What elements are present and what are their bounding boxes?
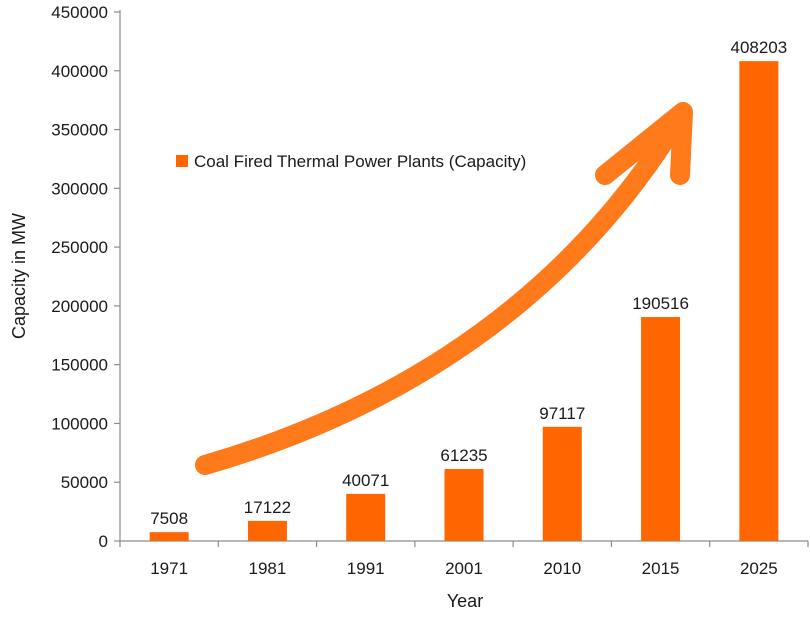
legend: Coal Fired Thermal Power Plants (Capacit… [176,152,526,171]
bar [444,469,484,541]
data-label: 40071 [342,471,389,490]
labels-layer: 7508 1971 17122 1981 40071 1991 61235 2001 97117… [150,38,787,578]
data-label: 17122 [244,498,291,517]
y-tick-label: 100000 [51,414,108,433]
y-tick-label: 150000 [51,356,108,375]
x-tick-label: 2001 [445,559,483,578]
x-tick-label: 1981 [249,559,287,578]
bar [149,532,189,541]
y-axis-title: Capacity in MW [9,213,29,339]
data-label: 61235 [440,446,487,465]
y-tick-label: 400000 [51,62,108,81]
y-tick-label: 300000 [51,179,108,198]
y-tick-label: 350000 [51,121,108,140]
x-tick-label: 2015 [642,559,680,578]
trend-arrow-head [595,102,693,185]
legend-label: Coal Fired Thermal Power Plants (Capacit… [194,152,526,171]
y-tick-label: 250000 [51,238,108,257]
bar [247,520,287,541]
trend-arrow-shaft [195,130,675,475]
trend-arrow-layer [195,102,693,475]
x-tick-label: 2010 [543,559,581,578]
bar [641,317,681,541]
x-tick-label: 2025 [740,559,778,578]
y-tick-label: 450000 [51,3,108,22]
data-label: 190516 [632,294,689,313]
data-label: 408203 [730,38,787,57]
data-label: 7508 [150,509,188,528]
axes-layer: 0 50000 100000 150000 200000 250000 300000 3500… [51,3,809,551]
y-tick-label: 200000 [51,297,108,316]
y-tick-label: 50000 [61,473,108,492]
x-tick-label: 1971 [150,559,188,578]
bar [346,493,386,541]
x-axis-title: Year [447,591,483,611]
y-tick-label: 0 [99,532,108,551]
data-label: 97117 [539,404,585,423]
bar [739,61,779,541]
bar [542,426,582,541]
bars-layer [149,61,779,541]
x-tick-label: 1991 [347,559,385,578]
legend-swatch [176,155,188,167]
